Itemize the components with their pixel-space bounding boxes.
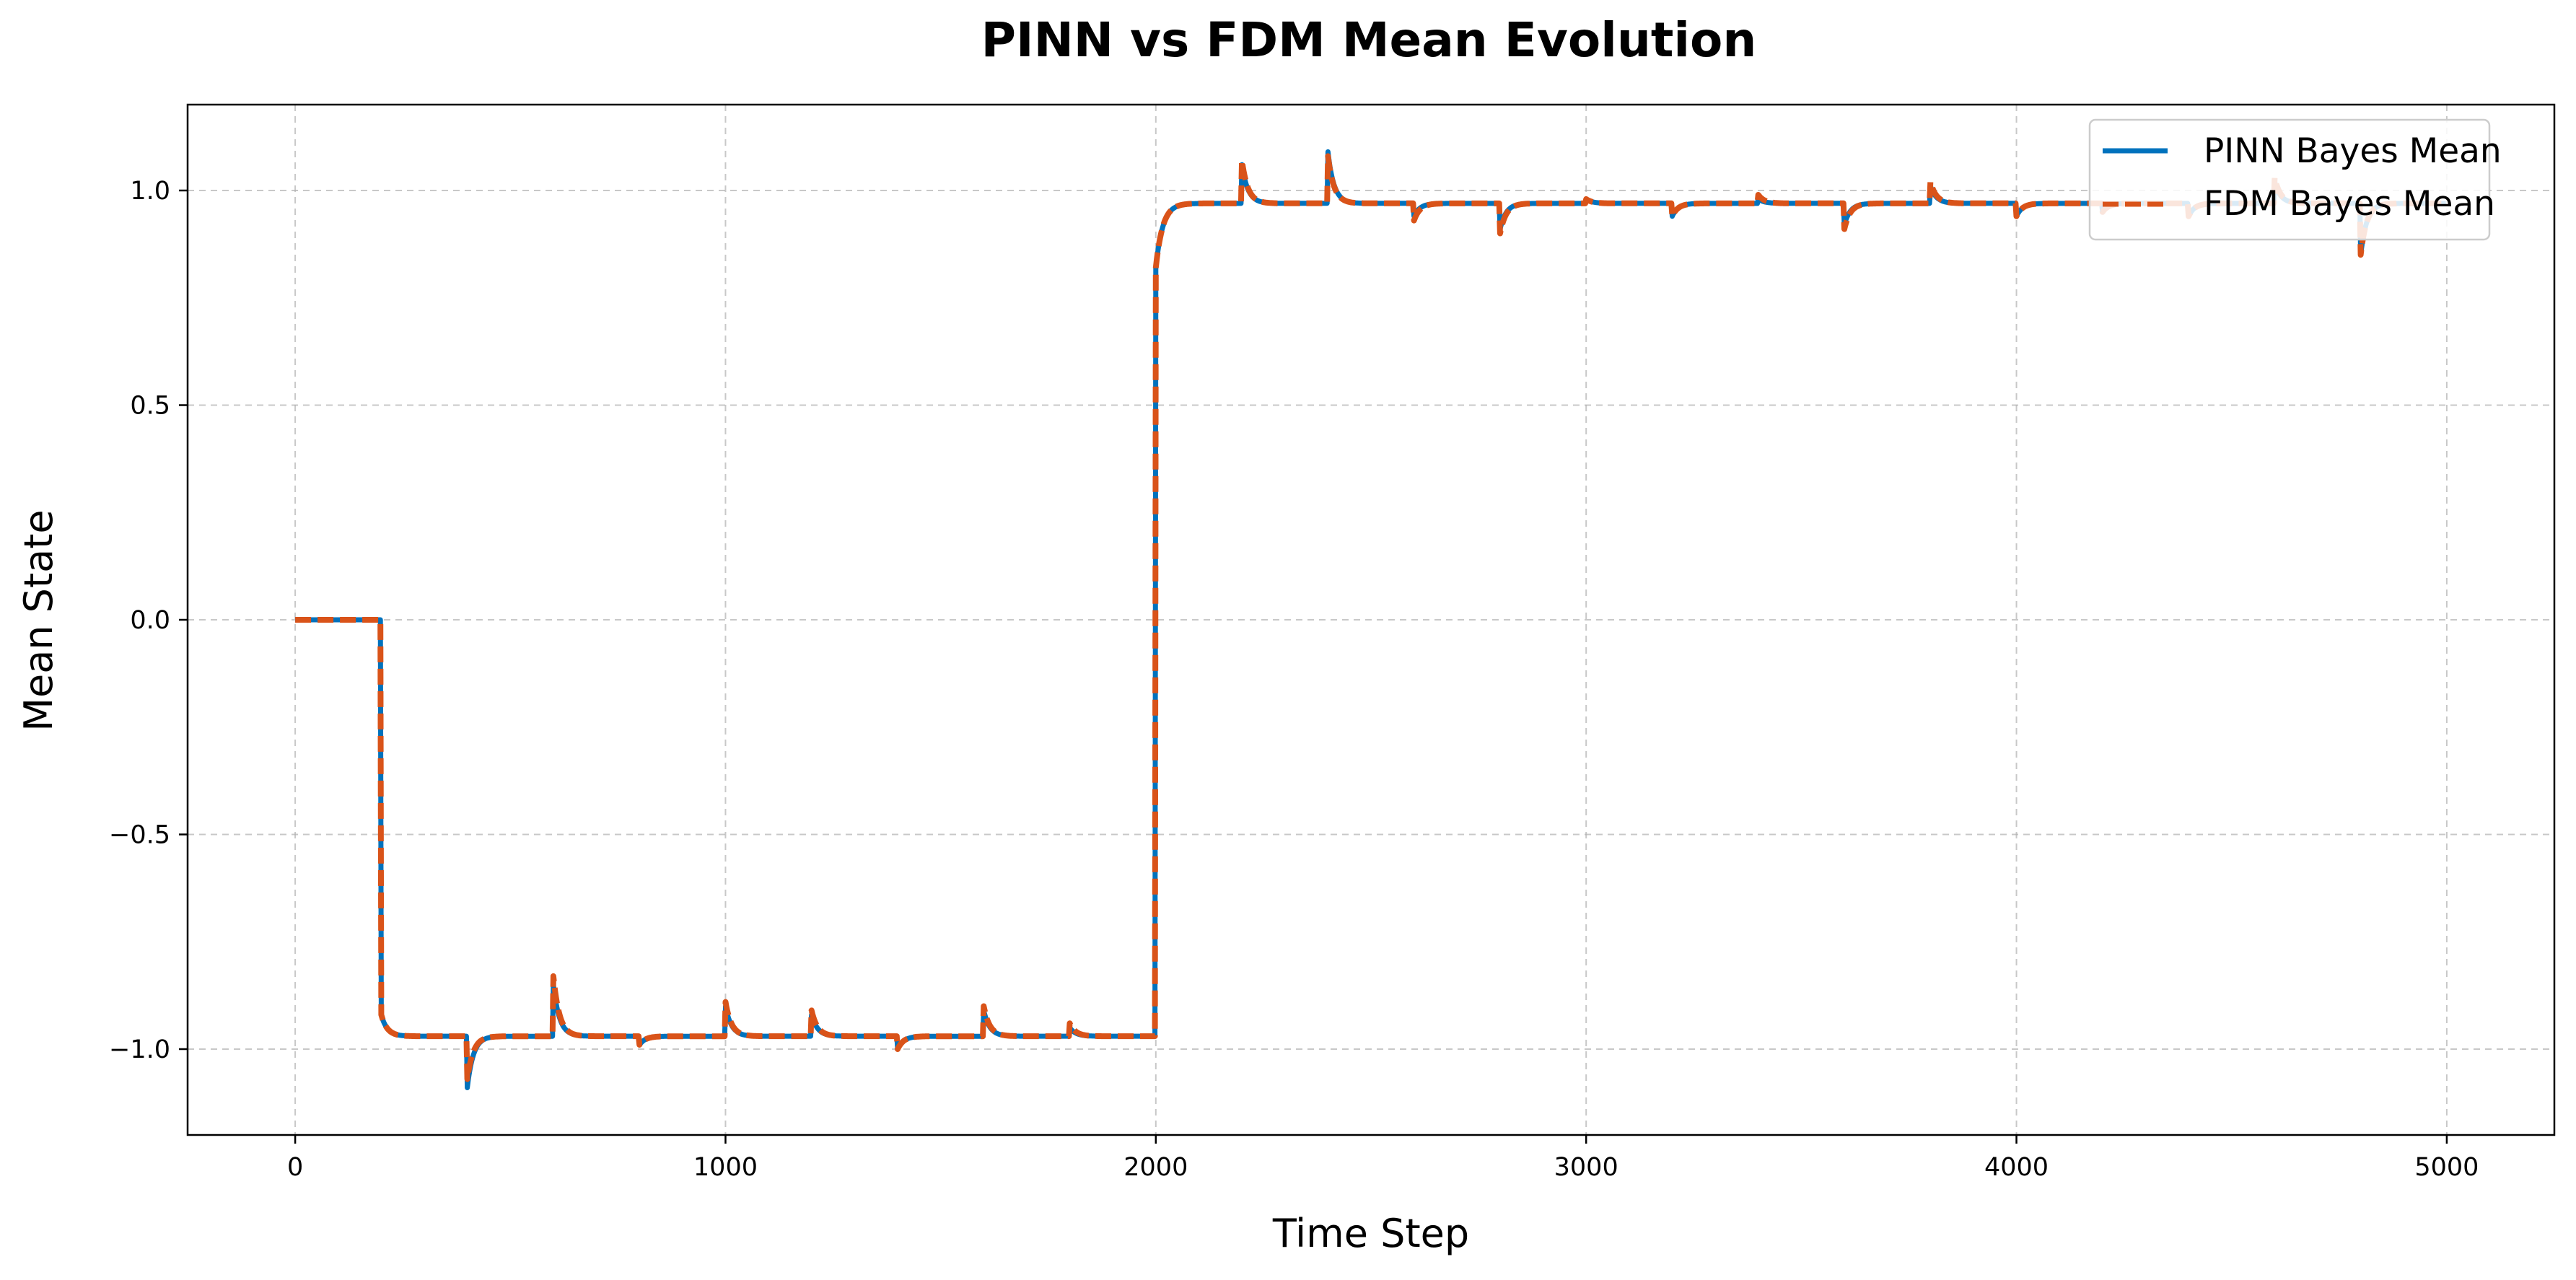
x-tick-label: 3000 [1554,1153,1618,1182]
y-axis: −1.0 −0.5 0.0 0.5 1.0 [109,177,188,1064]
x-tick-label: 4000 [1984,1153,2049,1182]
x-tick-label: 0 [287,1153,303,1182]
y-axis-title: Mean State [16,509,61,731]
legend-label-fdm: FDM Bayes Mean [2204,184,2495,224]
y-tick-label: 0.0 [130,606,170,635]
y-tick-label: 0.5 [130,392,170,421]
series-line-fdm [293,153,2448,1082]
y-tick-label: −1.0 [109,1035,170,1064]
x-tick-label: 5000 [2414,1153,2479,1182]
x-tick-label: 2000 [1123,1153,1188,1182]
series-layer [293,149,2448,1090]
chart-title: PINN vs FDM Mean Evolution [981,12,1757,68]
grid-layer [188,105,2554,1135]
plot-area [186,103,2556,1136]
legend-label-pinn: PINN Bayes Mean [2204,131,2502,171]
x-tick-label: 1000 [693,1153,758,1182]
legend: PINN Bayes Mean FDM Bayes Mean [2088,118,2502,241]
x-axis: 0 1000 2000 3000 4000 5000 [287,1135,2479,1182]
legend-box [2088,118,2491,241]
y-tick-label: −0.5 [109,821,170,850]
y-tick-label: 1.0 [130,177,170,206]
x-axis-title: Time Step [1272,1211,1469,1256]
